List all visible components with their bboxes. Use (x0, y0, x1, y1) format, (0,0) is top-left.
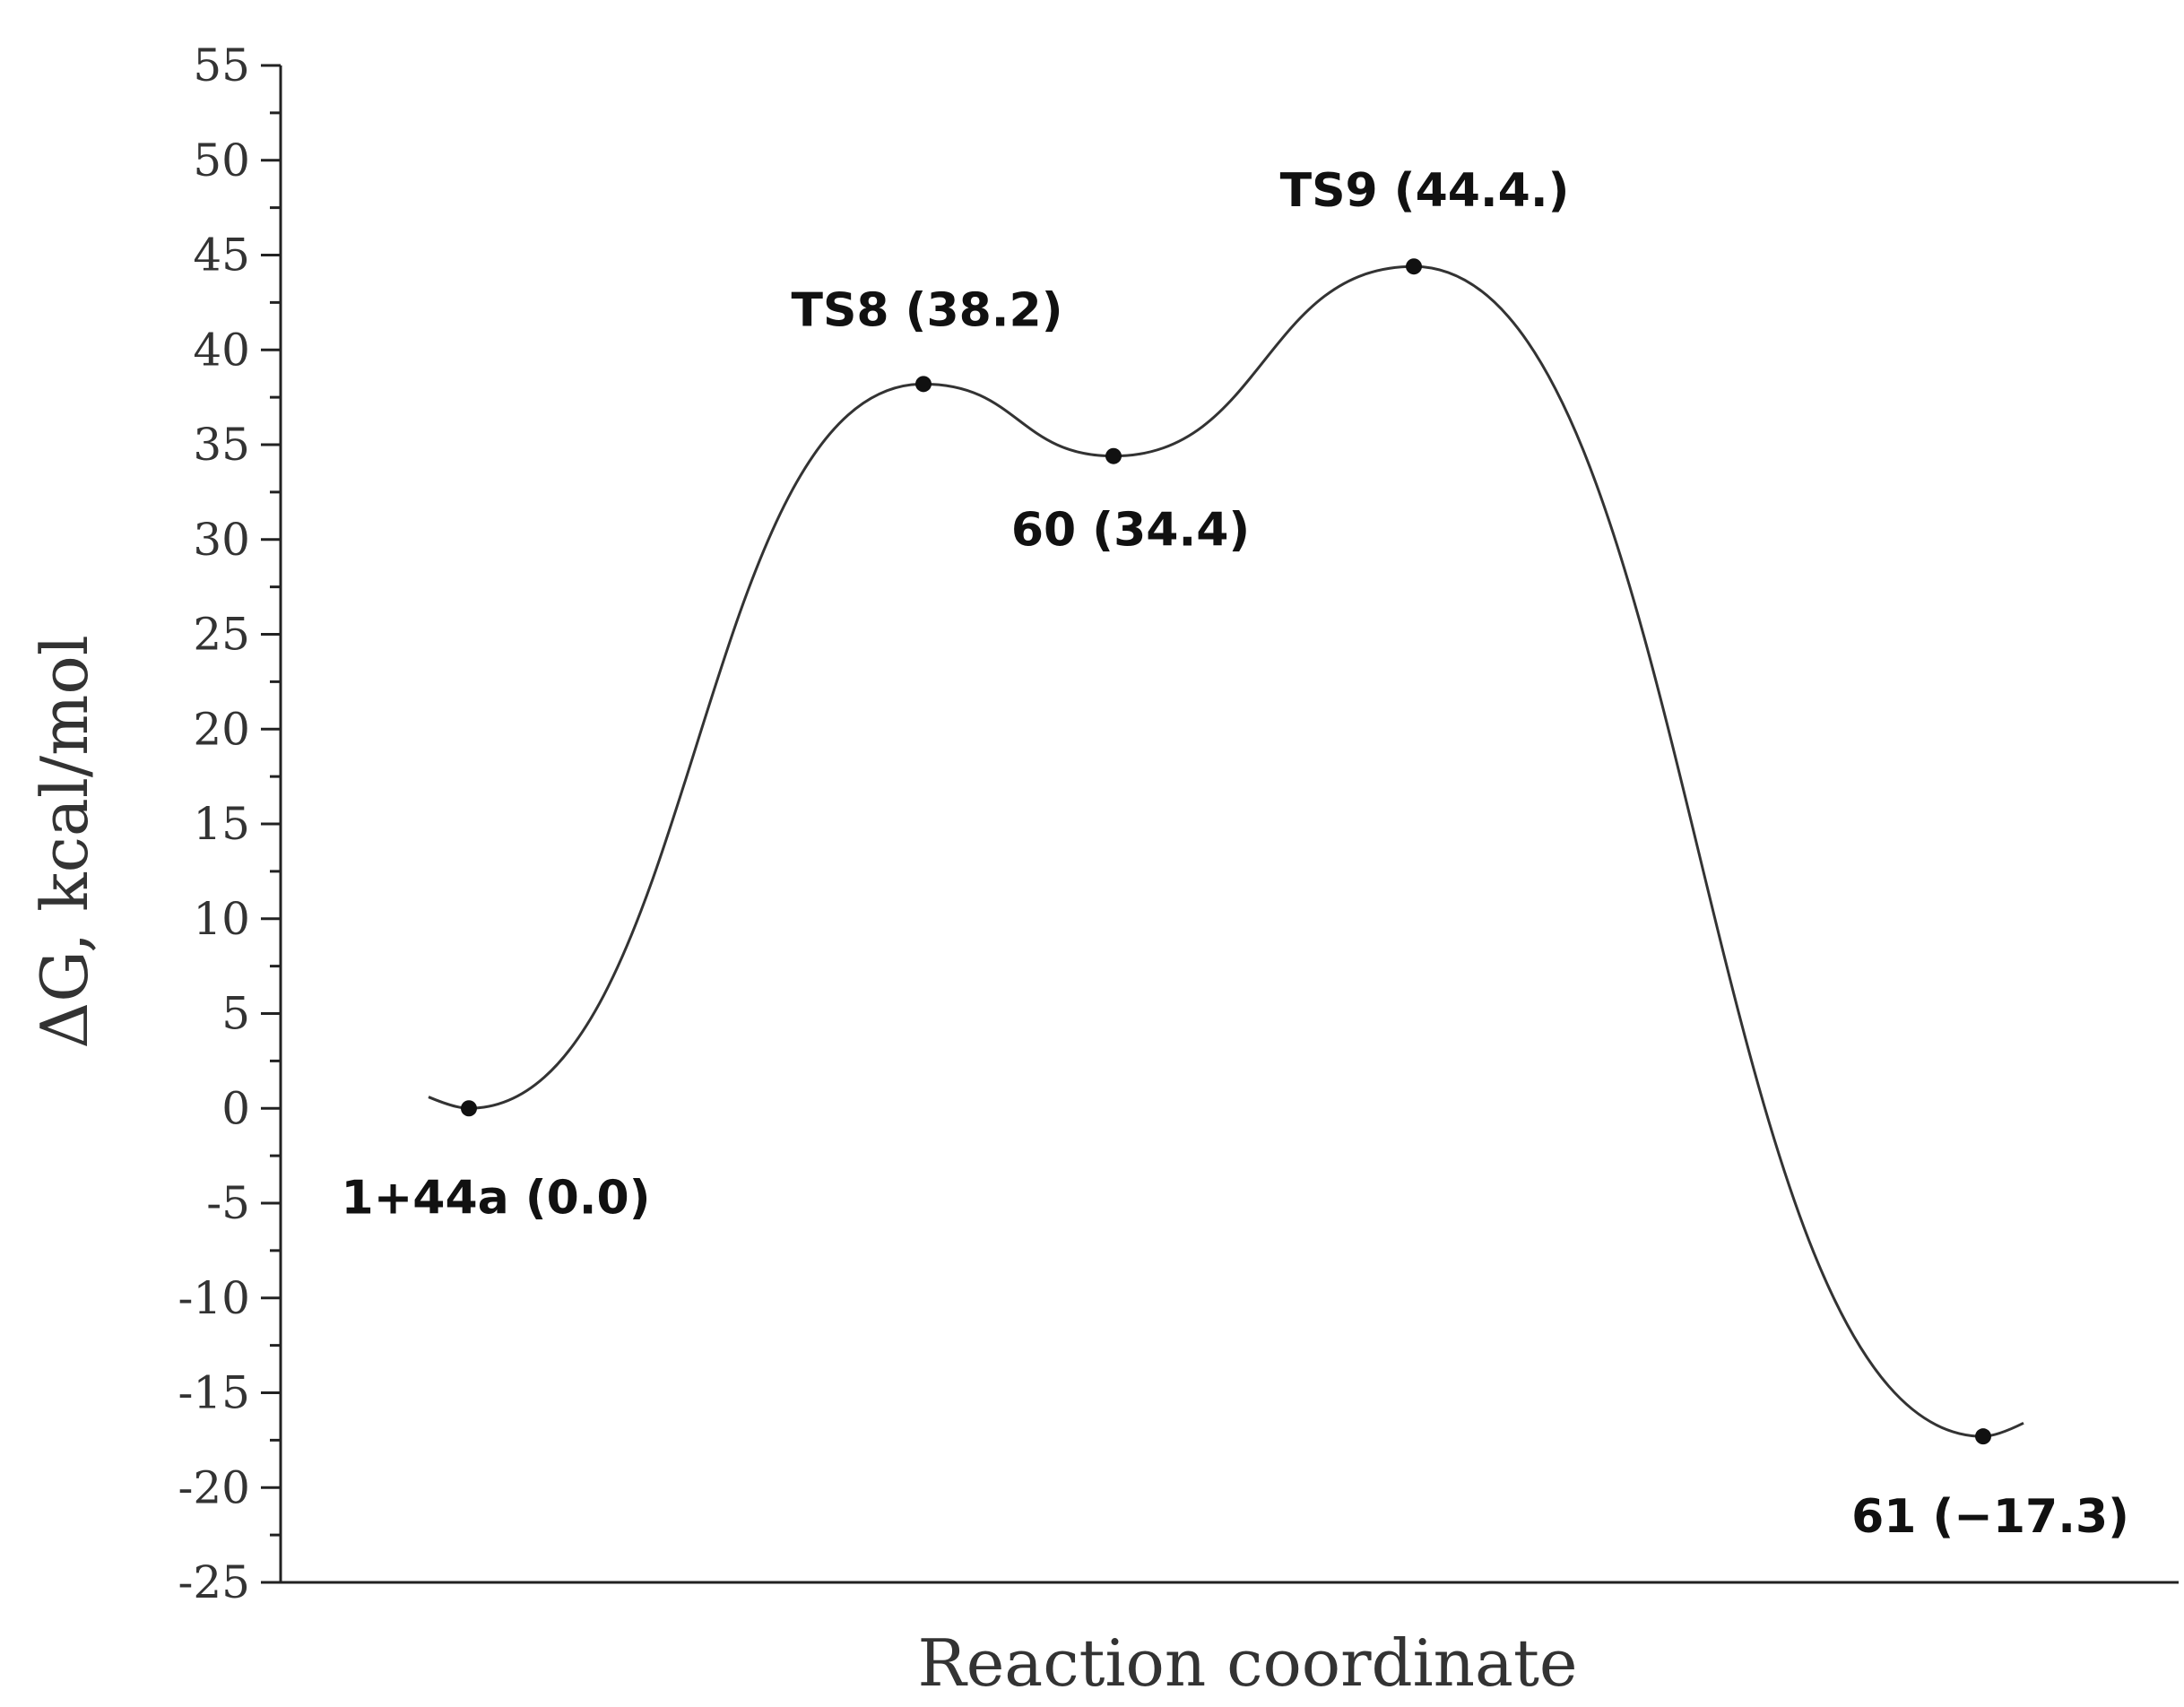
y-tick-label: 50 (193, 134, 250, 186)
y-tick-label: 25 (193, 609, 250, 661)
data-point (915, 376, 932, 393)
y-tick-label: 55 (193, 39, 250, 91)
data-points (461, 258, 1991, 1445)
y-tick-label: 45 (193, 230, 250, 282)
y-tick-label: -5 (206, 1177, 250, 1229)
y-tick-label: 35 (193, 419, 250, 471)
data-point-label: 61 (−17.3) (1851, 1490, 2129, 1544)
data-point-label: 60 (34.4) (1011, 504, 1250, 558)
y-tick-label: -20 (178, 1461, 250, 1513)
y-tick-label: 20 (193, 703, 250, 755)
x-axis-title: Reaction coordinate (917, 1625, 1577, 1701)
data-point (461, 1100, 477, 1117)
y-tick-label: 15 (193, 798, 250, 850)
y-axis-tick-labels: -25 -20 -15 -10 -5 0 5 10 15 20 25 30 35 40 45 50 55 (178, 39, 250, 1608)
y-axis-ticks (261, 64, 281, 1584)
y-tick-label: 30 (193, 514, 250, 566)
data-point-label: TS8 (38.2) (791, 283, 1062, 337)
data-point-label: TS9 (44.4.) (1280, 164, 1570, 218)
energy-curve (428, 264, 2024, 1438)
y-tick-label: 5 (221, 988, 250, 1040)
data-point (1406, 258, 1422, 275)
data-point (1975, 1428, 1991, 1445)
y-tick-label: 0 (221, 1082, 250, 1134)
data-point-label: 1+44a (0.0) (342, 1171, 651, 1225)
data-point-labels: 1+44a (0.0) TS8 (38.2) 60 (34.4) TS9 (44.4.… (342, 164, 2129, 1544)
y-tick-label: 10 (193, 893, 250, 945)
y-tick-label: 40 (193, 324, 250, 376)
data-point (1105, 447, 1122, 464)
y-tick-label: -25 (178, 1556, 250, 1608)
y-tick-label: -15 (178, 1367, 250, 1419)
y-tick-label: -10 (178, 1272, 250, 1324)
y-axis-title: ΔG, kcal/mol (27, 635, 102, 1049)
